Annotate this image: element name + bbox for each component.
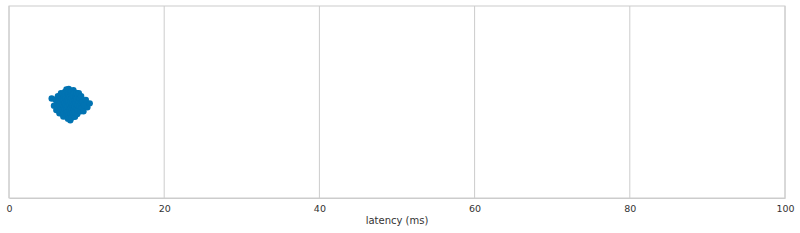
- frame: [9, 6, 785, 198]
- grid-line: [474, 6, 475, 198]
- tick-label: 60: [469, 203, 481, 214]
- point: [87, 100, 93, 106]
- grid-line: [629, 6, 630, 198]
- tick: 40: [314, 198, 326, 214]
- chart: 0 20 40 60 80 100 latency (ms): [0, 0, 800, 233]
- axis-line: [10, 198, 786, 199]
- tick: 100: [776, 198, 794, 214]
- grid: [9, 6, 785, 198]
- tick: 80: [624, 198, 636, 214]
- x-axis: 0 20 40 60 80 100: [6, 198, 794, 214]
- plot-background: [9, 6, 785, 198]
- tick-label: 80: [624, 203, 636, 214]
- tick-label: 100: [776, 203, 794, 214]
- grid-line: [164, 6, 165, 198]
- tick-label: 20: [159, 203, 171, 214]
- tick: 20: [159, 198, 171, 214]
- tick: 60: [469, 198, 481, 214]
- grid-line: [319, 6, 320, 198]
- x-axis-title: latency (ms): [366, 215, 429, 226]
- tick-label: 40: [314, 203, 326, 214]
- tick-label: 0: [6, 203, 12, 214]
- points: [48, 86, 92, 124]
- plot-area: 0 20 40 60 80 100: [6, 6, 794, 214]
- tick: 0: [6, 198, 12, 214]
